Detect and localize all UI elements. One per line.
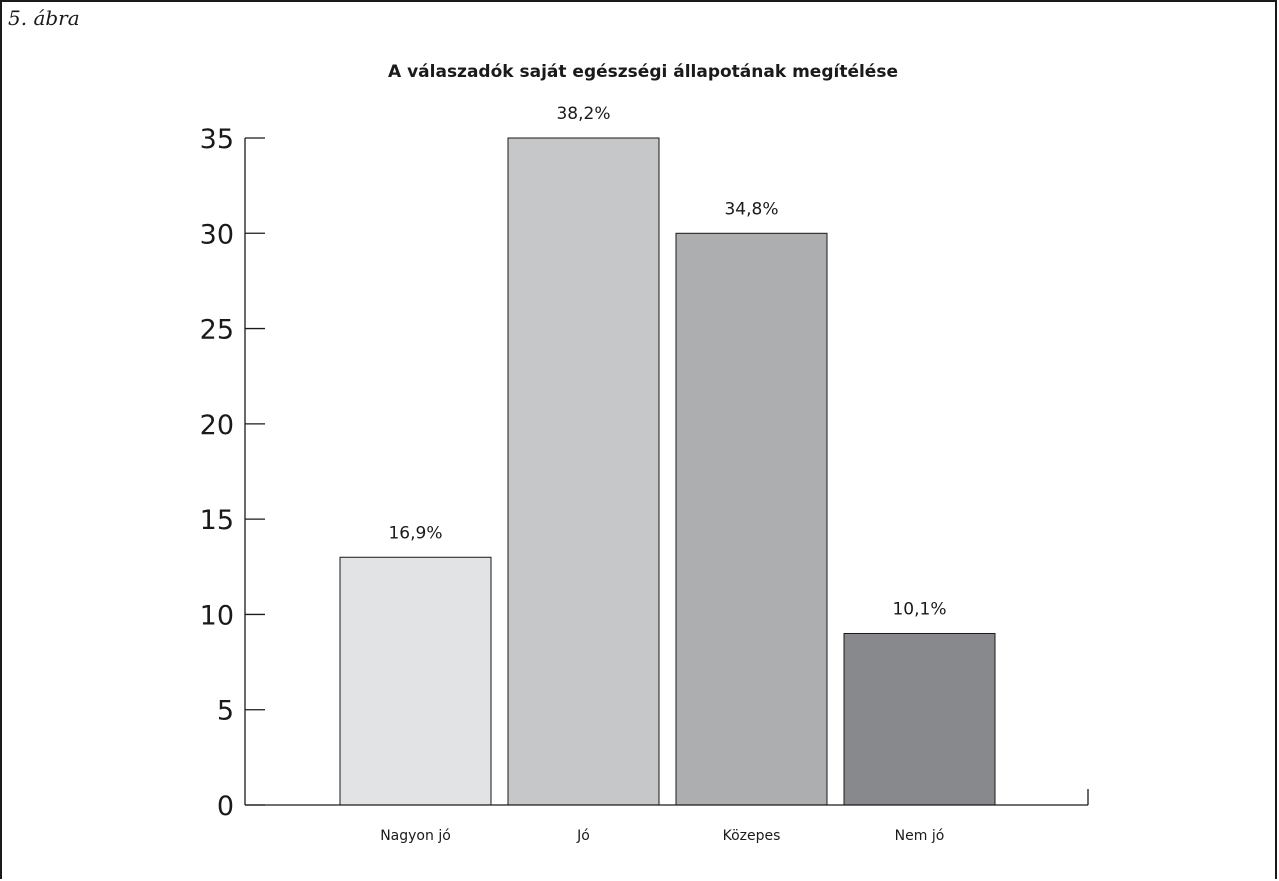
y-tick-label: 35 <box>200 124 234 155</box>
bar <box>843 632 996 806</box>
x-category-label: Közepes <box>723 828 781 844</box>
y-tick-label: 15 <box>200 505 234 536</box>
x-category-label: Nagyon jó <box>380 828 451 844</box>
y-tick-label: 20 <box>200 410 234 441</box>
bars: 16,9% 38,2% 34,8% 10,1% <box>339 104 996 806</box>
y-tick-label: 10 <box>200 600 234 631</box>
y-tick-label: 30 <box>200 219 234 250</box>
y-tick-label: 5 <box>217 696 234 727</box>
bar <box>507 137 660 806</box>
x-category-label: Jó <box>576 828 590 844</box>
figure-label: 5. ábra <box>8 6 80 30</box>
bar-data-label: 16,9% <box>388 523 442 543</box>
bar-data-label: 34,8% <box>724 199 778 219</box>
bar <box>675 232 828 806</box>
x-category-label: Nem jó <box>895 828 945 844</box>
y-axis: 0 5 10 15 20 25 30 35 <box>200 124 265 822</box>
bar-data-label: 38,2% <box>556 104 610 124</box>
y-tick-label: 0 <box>217 791 234 822</box>
y-tick-label: 25 <box>200 315 234 346</box>
chart-title: A válaszadók saját egészségi állapotának… <box>388 62 898 82</box>
bar-data-label: 10,1% <box>892 599 946 619</box>
bar <box>339 556 492 806</box>
x-axis: Nagyon jó Jó Közepes Nem jó <box>245 789 1089 844</box>
